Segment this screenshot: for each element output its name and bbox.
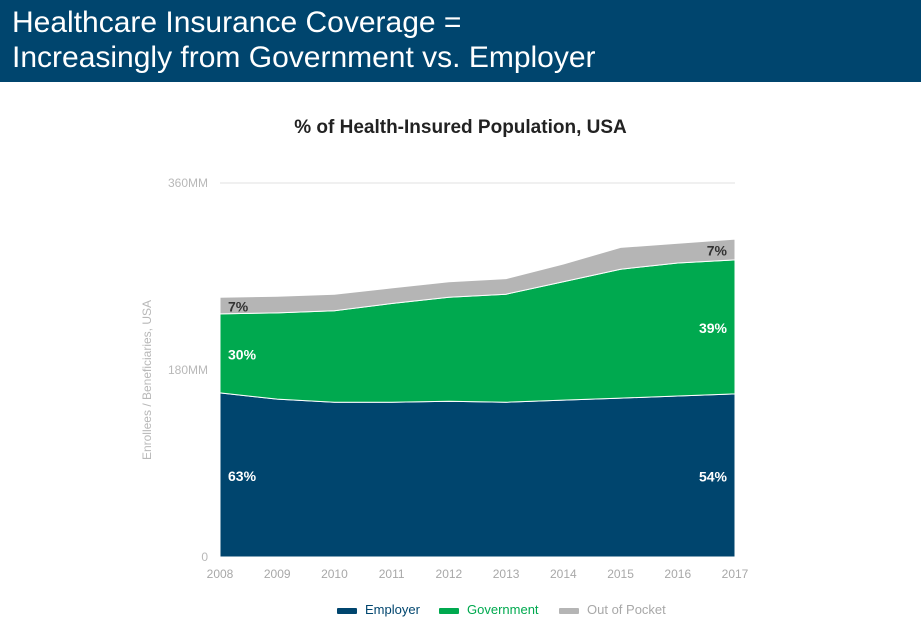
- legend-item-employer: Employer: [337, 602, 420, 618]
- chart-legend: Employer Government Out of Pocket: [0, 602, 921, 620]
- x-tick-label: 2011: [379, 567, 405, 581]
- area-series: [219, 238, 736, 558]
- data-label-0: 63%: [228, 468, 257, 484]
- chart-title: % of Health-Insured Population, USA: [294, 117, 627, 138]
- x-tick-label: 2012: [436, 567, 463, 581]
- data-label-2: 30%: [228, 346, 257, 362]
- x-tick-label: 2016: [664, 567, 691, 581]
- data-label-1: 54%: [699, 468, 728, 484]
- x-tick-label: 2008: [207, 567, 234, 581]
- legend-label: Government: [467, 602, 539, 617]
- area-employer: [219, 392, 736, 558]
- area-out-of-pocket: [219, 238, 736, 315]
- y-tick-label: 0: [201, 550, 208, 564]
- y-tick-label: 180MM: [168, 363, 208, 377]
- y-axis-title: Enrollees / Beneficiaries, USA: [140, 300, 154, 460]
- slide-title-line-2: Increasingly from Government vs. Employe…: [12, 41, 596, 74]
- legend-item-out-of-pocket: Out of Pocket: [559, 602, 666, 618]
- data-label-5: 7%: [707, 242, 728, 258]
- legend-label: Employer: [365, 602, 420, 617]
- legend-swatch: [337, 607, 357, 614]
- x-tick-label: 2010: [321, 567, 348, 581]
- x-tick-label: 2009: [264, 567, 291, 581]
- data-label-3: 39%: [699, 320, 728, 336]
- x-tick-label: 2015: [607, 567, 634, 581]
- x-tick-label: 2017: [722, 567, 749, 581]
- legend-label: Out of Pocket: [587, 602, 666, 617]
- legend-swatch: [559, 607, 579, 614]
- x-tick-label: 2013: [493, 567, 520, 581]
- axes: 0 180MM 360MM 2008 2009 2010 2011 2012 2013 2014 2…: [140, 176, 749, 581]
- slide-header: Healthcare Insurance Coverage = Increasi…: [0, 0, 921, 82]
- x-tick-label: 2014: [550, 567, 577, 581]
- legend-swatch: [439, 607, 459, 614]
- legend-item-government: Government: [439, 602, 539, 618]
- slide-title-line-1: Healthcare Insurance Coverage =: [12, 6, 462, 39]
- y-tick-label: 360MM: [168, 176, 208, 190]
- data-labels: 63% 54% 30% 39% 7% 7%: [228, 242, 728, 484]
- data-label-4: 7%: [228, 299, 249, 315]
